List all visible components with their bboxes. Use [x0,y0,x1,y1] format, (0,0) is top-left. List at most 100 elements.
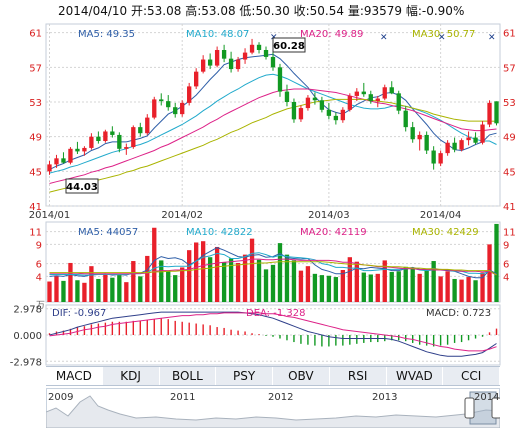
nav-year-2012: 2012 [268,392,293,403]
candle-body [152,99,157,118]
candle-body [396,93,401,111]
legend-ma20: MA20: 49.89 [300,29,363,40]
candle-body [61,158,66,163]
candle-body [263,50,269,57]
candle-body [110,131,115,135]
vol-legend-ma10: MA10: 42822 [186,227,253,238]
macd-dif-line [49,311,497,357]
price-xtick: 2014/03 [308,210,350,221]
tab-psy[interactable]: PSY [216,367,273,385]
price-tick-left: 57 [29,63,42,74]
candle-body [494,101,499,124]
volume-bar [396,271,401,302]
price-tick-right: 45 [503,167,516,178]
volume-ma-line [49,258,497,276]
candle-body [403,110,408,128]
volume-bar [256,259,262,302]
vol-tick-left: 4 [36,272,42,283]
candle-body [382,87,387,99]
candle-body [124,147,129,149]
volume-bar [438,276,443,302]
volume-bar [319,275,325,302]
candle-body [389,87,394,94]
nav-year-2011: 2011 [170,392,195,403]
volume-bar [347,257,352,302]
candle-body [361,91,366,95]
macd-tick-left: 0.000 [13,331,42,342]
tab-wvad[interactable]: WVAD [387,367,444,385]
candle-body [103,131,108,141]
volume-bar [494,223,499,302]
volume-bar [96,278,101,302]
range-navigator[interactable]: 2009 2011 2012 2013 2014 [46,388,500,428]
candle-body [82,147,87,152]
vol-unit: 万 [36,301,45,311]
candle-body [410,127,415,140]
svg-text:60.28: 60.28 [273,41,305,52]
candle-body [180,102,185,115]
price-ma-line [49,88,497,184]
volume-bar [326,275,332,302]
candle-body [466,137,471,141]
macd-legend-dea: DEA: -1.328 [246,308,305,319]
volume-ma-line [49,261,497,276]
candle-body [221,50,227,59]
tab-obv[interactable]: OBV [273,367,330,385]
volume-bar [173,275,178,302]
vol-tick-left: 9 [36,240,42,251]
volume-bar [312,273,318,302]
volume-bar [110,277,115,302]
tab-boll[interactable]: BOLL [160,367,217,385]
price-tick-left: 61 [29,29,42,40]
navigator-handle-left[interactable] [464,397,475,419]
candle-body [228,58,234,70]
vol-legend-ma5: MA5: 44057 [78,227,138,238]
volume-bar [235,262,241,302]
price-tick-right: 41 [503,202,516,213]
volume-bar [242,254,248,302]
volume-bar [61,280,66,302]
quote-summary: 2014/04/10 开:53.08 高:53.08 低:50.30 收:50.… [58,4,465,18]
candle-body [291,102,297,120]
volume-bar [431,261,436,302]
tab-kdj[interactable]: KDJ [103,367,160,385]
volume-bar [145,255,150,302]
event-marker-4: ✕ [488,33,496,43]
candle-body [117,134,122,149]
volume-bar [68,262,73,302]
tab-macd[interactable]: MACD [46,367,103,385]
candle-body [340,109,346,121]
volume-bar [54,275,59,302]
volume-bar [277,243,283,302]
volume-bar [131,261,136,302]
macd-dea-line [49,312,497,352]
candle-body [166,101,171,108]
tab-cci[interactable]: CCI [443,367,500,385]
volume-bar [305,266,311,302]
candle-body [487,102,492,125]
candle-body [452,142,457,150]
tab-rsi[interactable]: RSI [330,367,387,385]
volume-bar [221,262,227,302]
price-tick-right: 53 [503,98,516,109]
macd-legend-macd: MACD: 0.723 [426,308,491,319]
volume-bar [124,282,129,302]
price-tick-left: 45 [29,167,42,178]
candle-body [187,86,192,103]
candle-body [47,164,52,172]
volume-bar [480,272,485,302]
candle-body [431,150,436,164]
candle-body [354,91,359,96]
volume-bar [200,241,206,302]
volume-bar [375,273,380,302]
volume-bar [214,246,220,302]
price-tick-left: 49 [29,133,42,144]
nav-year-2014: 2014 [474,392,499,403]
candle-body [131,127,136,148]
vol-tick-left: 6 [36,260,42,271]
candle-body [200,59,206,72]
candle-body [235,59,241,70]
volume-bar [270,264,276,302]
volume-bar [298,270,304,302]
navigator-handle-right[interactable] [491,397,500,419]
